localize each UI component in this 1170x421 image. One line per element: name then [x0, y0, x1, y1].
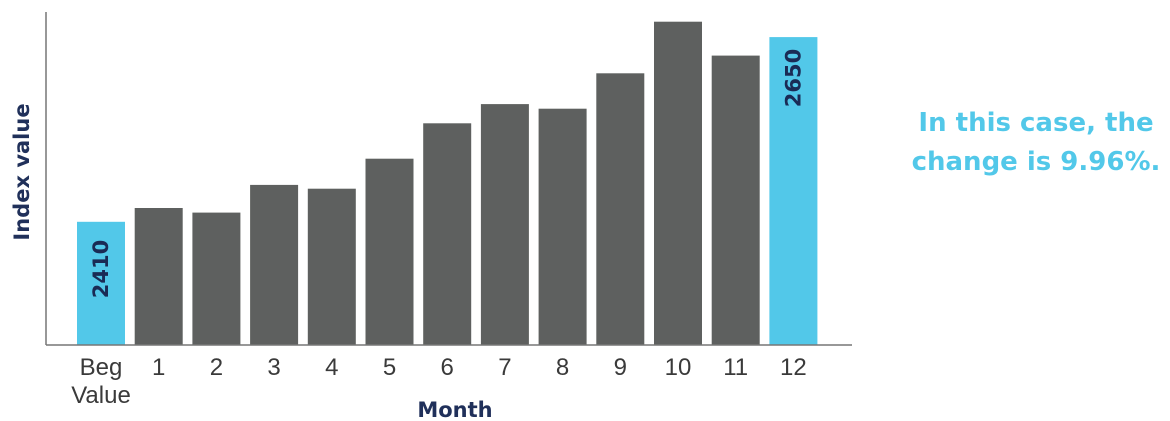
bar — [711, 55, 760, 345]
data-label: 2650 — [781, 49, 805, 107]
bar — [365, 158, 414, 345]
bar — [596, 73, 645, 346]
bar — [250, 184, 299, 345]
x-tick-label: Beg — [80, 354, 123, 381]
highlighted-bar — [769, 37, 818, 345]
bars-group — [77, 21, 818, 346]
bar — [134, 208, 183, 345]
y-axis-title: Index value — [10, 103, 34, 240]
x-tick-label: 1 — [152, 354, 165, 381]
highlighted-bar — [77, 221, 125, 345]
bar — [538, 108, 587, 345]
x-axis-title: Month — [417, 398, 492, 421]
bar — [654, 21, 702, 345]
x-tick-label: 6 — [441, 354, 454, 381]
x-tick-label: 7 — [498, 354, 511, 381]
bar — [480, 104, 529, 345]
data-labels-group: 2410 2650 — [89, 49, 805, 298]
data-label: 2410 — [89, 240, 113, 298]
change-annotation: In this case, the change is 9.96%. — [905, 104, 1167, 182]
annotation-line-1: In this case, the — [918, 108, 1154, 138]
x-tick-label: 8 — [556, 354, 569, 381]
x-tick-label: 4 — [325, 354, 338, 381]
bar — [192, 212, 241, 345]
x-tick-label: 5 — [383, 354, 396, 381]
annotation-line-2: change is 9.96%. — [911, 147, 1161, 177]
bar — [307, 188, 356, 345]
x-tick-label: 3 — [267, 354, 280, 381]
x-tick-label: 12 — [780, 354, 807, 381]
x-tick-label: 10 — [665, 354, 692, 381]
bar — [423, 123, 472, 345]
x-tick-label: Value — [71, 382, 131, 409]
x-tick-label: 11 — [723, 354, 748, 381]
x-tick-label: 2 — [210, 354, 223, 381]
x-tick-label: 9 — [614, 354, 627, 381]
